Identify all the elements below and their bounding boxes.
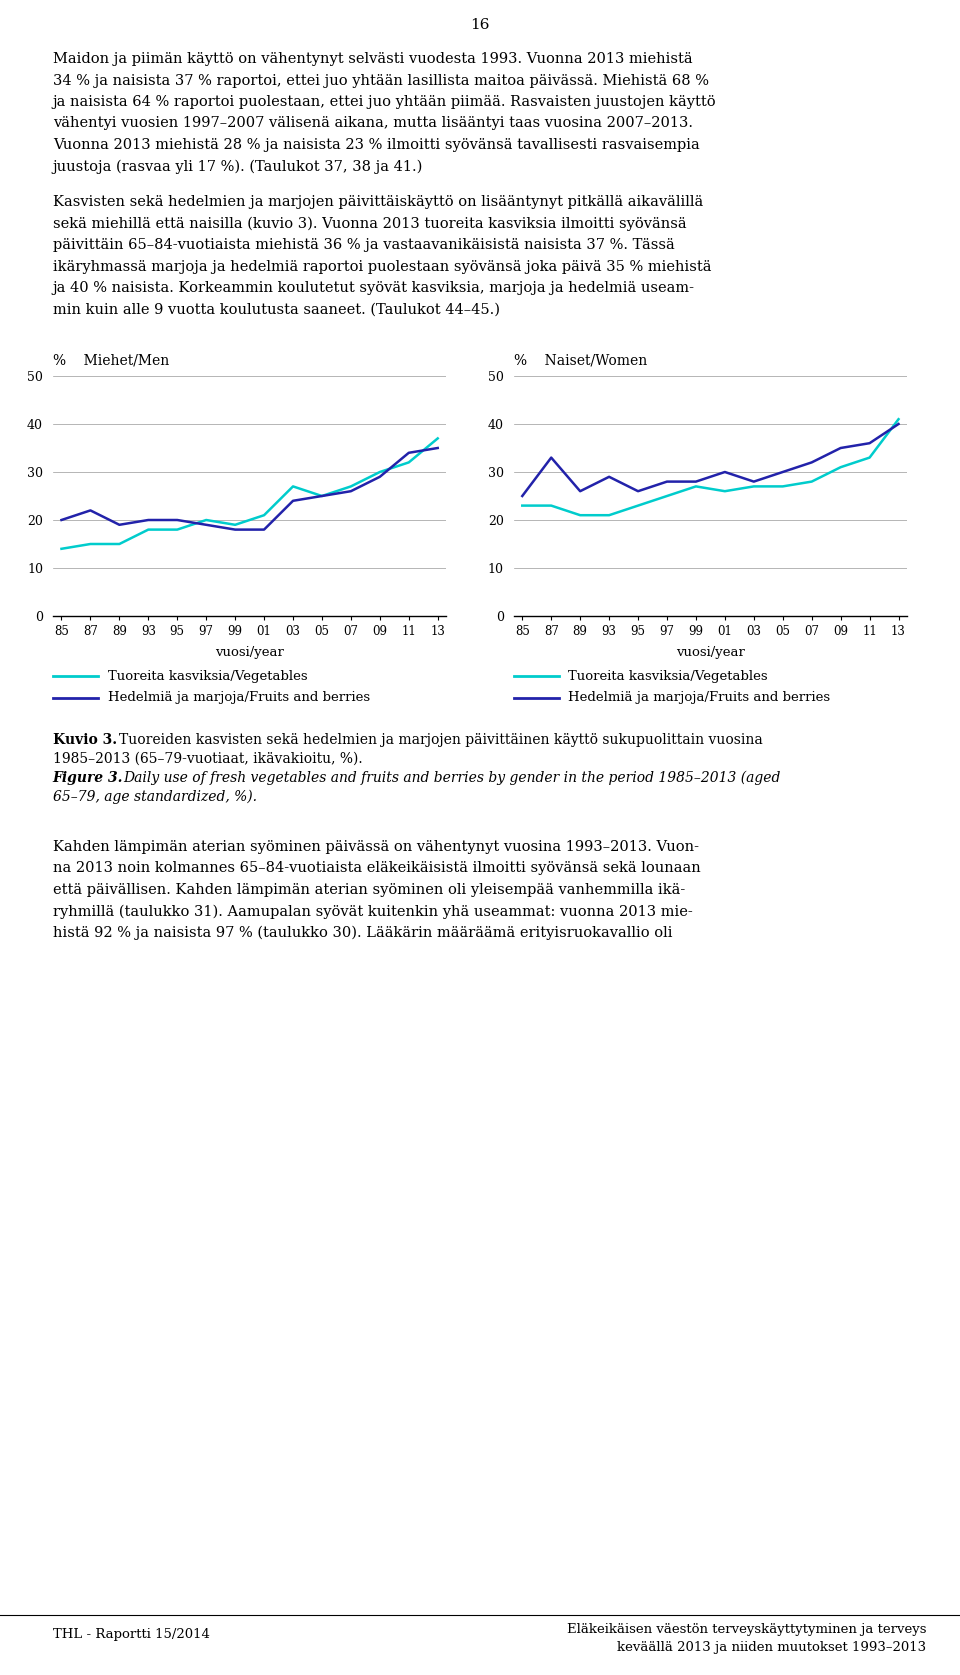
Text: keväällä 2013 ja niiden muutokset 1993–2013: keväällä 2013 ja niiden muutokset 1993–2… [617,1642,926,1653]
Text: ryhmillä (taulukko 31). Aamupalan syövät kuitenkin yhä useammat: vuonna 2013 mie: ryhmillä (taulukko 31). Aamupalan syövät… [53,905,692,920]
Text: THL - Raportti 15/2014: THL - Raportti 15/2014 [53,1628,209,1642]
Text: vuosi/year: vuosi/year [215,647,284,658]
Text: ikäryhmassä marjoja ja hedelmiä raportoi puolestaan syövänsä joka päivä 35 % mie: ikäryhmassä marjoja ja hedelmiä raportoi… [53,260,711,273]
Text: että päivällisen. Kahden lämpimän aterian syöminen oli yleisempää vanhemmilla ik: että päivällisen. Kahden lämpimän ateria… [53,883,685,898]
Text: min kuin alle 9 vuotta koulutusta saaneet. (Taulukot 44–45.): min kuin alle 9 vuotta koulutusta saanee… [53,303,500,317]
Text: Vuonna 2013 miehistä 28 % ja naisista 23 % ilmoitti syövänsä tavallisesti rasvai: Vuonna 2013 miehistä 28 % ja naisista 23… [53,137,700,152]
Text: Hedelmiä ja marjoja/Fruits and berries: Hedelmiä ja marjoja/Fruits and berries [568,692,830,705]
Text: Eläkeikäisen väestön terveyskäyttytyminen ja terveys: Eläkeikäisen väestön terveyskäyttytymine… [567,1623,926,1636]
Text: 1985–2013 (65–79-vuotiaat, ikävakioitu, %).: 1985–2013 (65–79-vuotiaat, ikävakioitu, … [53,752,363,765]
Text: %    Miehet/Men: % Miehet/Men [53,353,169,368]
Text: %    Naiset/Women: % Naiset/Women [514,353,647,368]
Text: Kuvio 3.: Kuvio 3. [53,734,117,747]
Text: 34 % ja naisista 37 % raportoi, ettei juo yhtään lasillista maitoa päivässä. Mie: 34 % ja naisista 37 % raportoi, ettei ju… [53,74,708,87]
Text: Kahden lämpimän aterian syöminen päivässä on vähentynyt vuosina 1993–2013. Vuon-: Kahden lämpimän aterian syöminen päiväss… [53,839,699,854]
Text: Daily use of fresh vegetables and fruits and berries by gender in the period 198: Daily use of fresh vegetables and fruits… [123,770,780,786]
Text: päivittäin 65–84-vuotiaista miehistä 36 % ja vastaavanikäisistä naisista 37 %. T: päivittäin 65–84-vuotiaista miehistä 36 … [53,238,675,251]
Text: Hedelmiä ja marjoja/Fruits and berries: Hedelmiä ja marjoja/Fruits and berries [108,692,370,705]
Text: Figure 3.: Figure 3. [53,770,123,786]
Text: Tuoreita kasviksia/Vegetables: Tuoreita kasviksia/Vegetables [568,670,768,682]
Text: juustoja (rasvaa yli 17 %). (Taulukot 37, 38 ja 41.): juustoja (rasvaa yli 17 %). (Taulukot 37… [53,159,423,174]
Text: ja naisista 64 % raportoi puolestaan, ettei juo yhtään piimää. Rasvaisten juusto: ja naisista 64 % raportoi puolestaan, et… [53,95,716,109]
Text: 16: 16 [470,18,490,32]
Text: Tuoreiden kasvisten sekä hedelmien ja marjojen päivittäinen käyttö sukupuolittai: Tuoreiden kasvisten sekä hedelmien ja ma… [119,734,763,747]
Text: Maidon ja piimän käyttö on vähentynyt selvästi vuodesta 1993. Vuonna 2013 miehis: Maidon ja piimän käyttö on vähentynyt se… [53,52,692,65]
Text: na 2013 noin kolmannes 65–84-vuotiaista eläkeikäisistä ilmoitti syövänsä sekä lo: na 2013 noin kolmannes 65–84-vuotiaista … [53,861,701,876]
Text: Tuoreita kasviksia/Vegetables: Tuoreita kasviksia/Vegetables [108,670,307,682]
Text: 65–79, age standardized, %).: 65–79, age standardized, %). [53,791,257,804]
Text: histä 92 % ja naisista 97 % (taulukko 30). Lääkärin määräämä erityisruokavallio : histä 92 % ja naisista 97 % (taulukko 30… [53,926,672,940]
Text: sekä miehillä että naisilla (kuvio 3). Vuonna 2013 tuoreita kasviksia ilmoitti s: sekä miehillä että naisilla (kuvio 3). V… [53,216,686,231]
Text: ja 40 % naisista. Korkeammin koulutetut syövät kasviksia, marjoja ja hedelmiä us: ja 40 % naisista. Korkeammin koulutetut … [53,281,695,295]
Text: vähentyi vuosien 1997–2007 välisenä aikana, mutta lisääntyi taas vuosina 2007–20: vähentyi vuosien 1997–2007 välisenä aika… [53,117,693,131]
Text: vuosi/year: vuosi/year [676,647,745,658]
Text: Kasvisten sekä hedelmien ja marjojen päivittäiskäyttö on lisääntynyt pitkällä ai: Kasvisten sekä hedelmien ja marjojen päi… [53,194,703,209]
